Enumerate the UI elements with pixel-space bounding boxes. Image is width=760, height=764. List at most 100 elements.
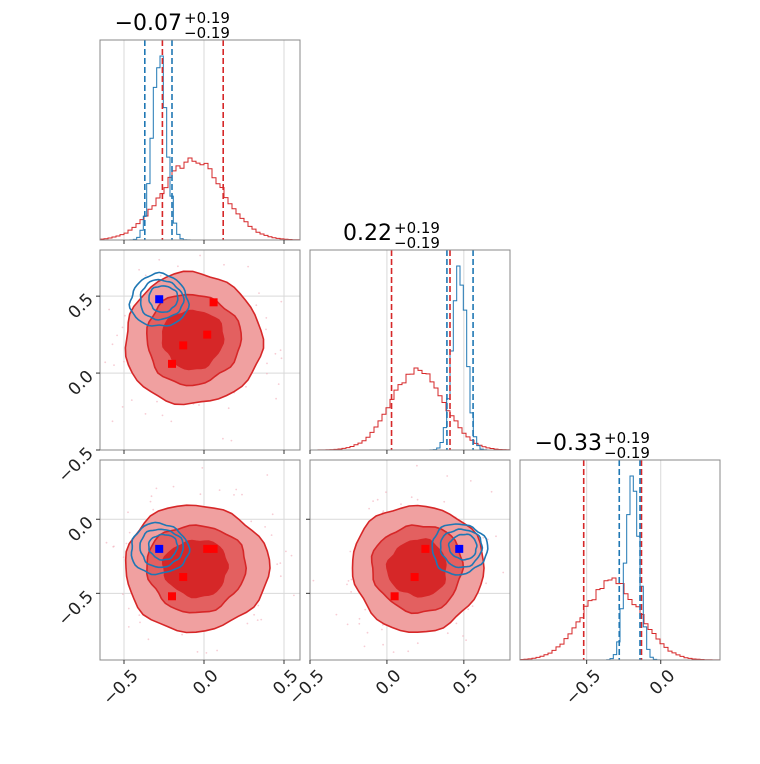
scatter-point bbox=[326, 554, 328, 556]
diag-panel-2 bbox=[519, 459, 721, 661]
scatter-point bbox=[235, 488, 238, 491]
scatter-point bbox=[487, 538, 489, 541]
scatter-point bbox=[381, 628, 383, 631]
scatter-point bbox=[121, 406, 124, 408]
scatter-point bbox=[255, 304, 258, 307]
scatter-point bbox=[34, 537, 36, 539]
red-marker bbox=[168, 359, 176, 368]
scatter-point bbox=[382, 643, 384, 646]
scatter-point bbox=[152, 508, 155, 511]
scatter-point bbox=[490, 490, 493, 493]
scatter-point bbox=[250, 520, 253, 523]
scatter-point bbox=[264, 526, 266, 528]
red-histogram bbox=[519, 577, 721, 661]
blue-contour-2 bbox=[447, 533, 478, 561]
red-marker bbox=[209, 298, 218, 307]
scatter-point bbox=[469, 480, 472, 482]
blue-marker bbox=[155, 295, 164, 304]
scatter-point bbox=[274, 352, 277, 355]
scatter-point bbox=[125, 542, 128, 545]
panel-title-upper: +0.19 bbox=[394, 219, 440, 237]
scatter-point bbox=[467, 608, 470, 611]
scatter-point bbox=[149, 500, 152, 503]
scatter-point bbox=[158, 258, 161, 261]
scatter-point bbox=[199, 493, 202, 496]
scatter-point bbox=[161, 414, 164, 417]
blue-contour-1 bbox=[439, 528, 484, 569]
panel-title-value: 0.22 bbox=[343, 221, 392, 246]
scatter-point bbox=[358, 622, 361, 625]
scatter-point bbox=[366, 631, 369, 634]
x-tick-label: −0.5 bbox=[99, 666, 142, 709]
panel-content bbox=[34, 467, 328, 654]
scatter-point bbox=[172, 485, 175, 488]
blue-contour-0 bbox=[130, 521, 191, 576]
scatter-point bbox=[280, 357, 283, 360]
scatter-point bbox=[92, 397, 94, 399]
scatter-point bbox=[122, 556, 125, 559]
scatter-point bbox=[128, 531, 131, 534]
scatter-point bbox=[196, 651, 199, 653]
scatter-point bbox=[271, 513, 274, 516]
scatter-point bbox=[113, 364, 115, 366]
red-contour-2 bbox=[161, 309, 225, 371]
scatter-point bbox=[247, 265, 250, 268]
scatter-point bbox=[63, 282, 65, 284]
scatter-point bbox=[124, 314, 126, 317]
red-marker bbox=[179, 573, 188, 582]
scatter-point bbox=[446, 632, 449, 635]
scatter-point bbox=[277, 383, 280, 385]
panel-title-lower: −0.19 bbox=[604, 444, 650, 462]
scatter-point bbox=[372, 500, 374, 502]
scatter-point bbox=[279, 562, 282, 564]
scatter-point bbox=[122, 593, 124, 595]
scatter-point bbox=[364, 608, 367, 611]
scatter-point bbox=[258, 292, 260, 294]
scatter-point bbox=[358, 617, 361, 620]
scatter-point bbox=[346, 583, 348, 586]
scatter-point bbox=[201, 467, 204, 469]
scatter-point bbox=[382, 510, 385, 513]
scatter-point bbox=[485, 582, 487, 585]
scatter-point bbox=[111, 343, 114, 346]
red-marker bbox=[203, 330, 212, 339]
blue-histogram bbox=[310, 265, 510, 451]
blue-contour-1 bbox=[139, 278, 185, 321]
scatter-point bbox=[256, 619, 259, 621]
blue-contour-2 bbox=[148, 285, 179, 313]
scatter-point bbox=[385, 491, 387, 494]
scatter-point bbox=[138, 614, 141, 616]
x-tick-label: 0.0 bbox=[646, 666, 679, 699]
scatter-point bbox=[455, 622, 458, 625]
scatter-point bbox=[127, 607, 130, 610]
x-tick-label: −0.5 bbox=[562, 666, 605, 709]
blue-contour-2 bbox=[147, 533, 179, 561]
scatter-point bbox=[257, 604, 260, 607]
scatter-point bbox=[205, 652, 208, 654]
scatter-point bbox=[111, 420, 114, 423]
scatter-point bbox=[312, 579, 315, 582]
scatter-point bbox=[139, 621, 141, 624]
scatter-point bbox=[227, 407, 230, 410]
blue-contour-0 bbox=[431, 523, 489, 576]
scatter-point bbox=[279, 575, 282, 578]
panel-title-value: −0.33 bbox=[535, 431, 602, 456]
scatter-point bbox=[265, 328, 267, 331]
scatter-point bbox=[465, 639, 467, 641]
scatter-point bbox=[381, 624, 384, 626]
scatter-panel-1 bbox=[99, 459, 301, 661]
scatter-point bbox=[471, 605, 474, 607]
scatter-point bbox=[410, 496, 413, 499]
scatter-point bbox=[230, 439, 233, 442]
scatter-point bbox=[363, 645, 366, 648]
scatter-point bbox=[462, 635, 464, 637]
scatter-point bbox=[108, 308, 110, 311]
panel-title-upper: +0.19 bbox=[184, 9, 230, 27]
scatter-point bbox=[210, 211, 212, 213]
scatter-point bbox=[285, 550, 287, 553]
scatter-point bbox=[147, 638, 150, 641]
blue-histogram bbox=[100, 55, 300, 241]
scatter-point bbox=[266, 474, 269, 476]
red-marker bbox=[410, 573, 419, 582]
